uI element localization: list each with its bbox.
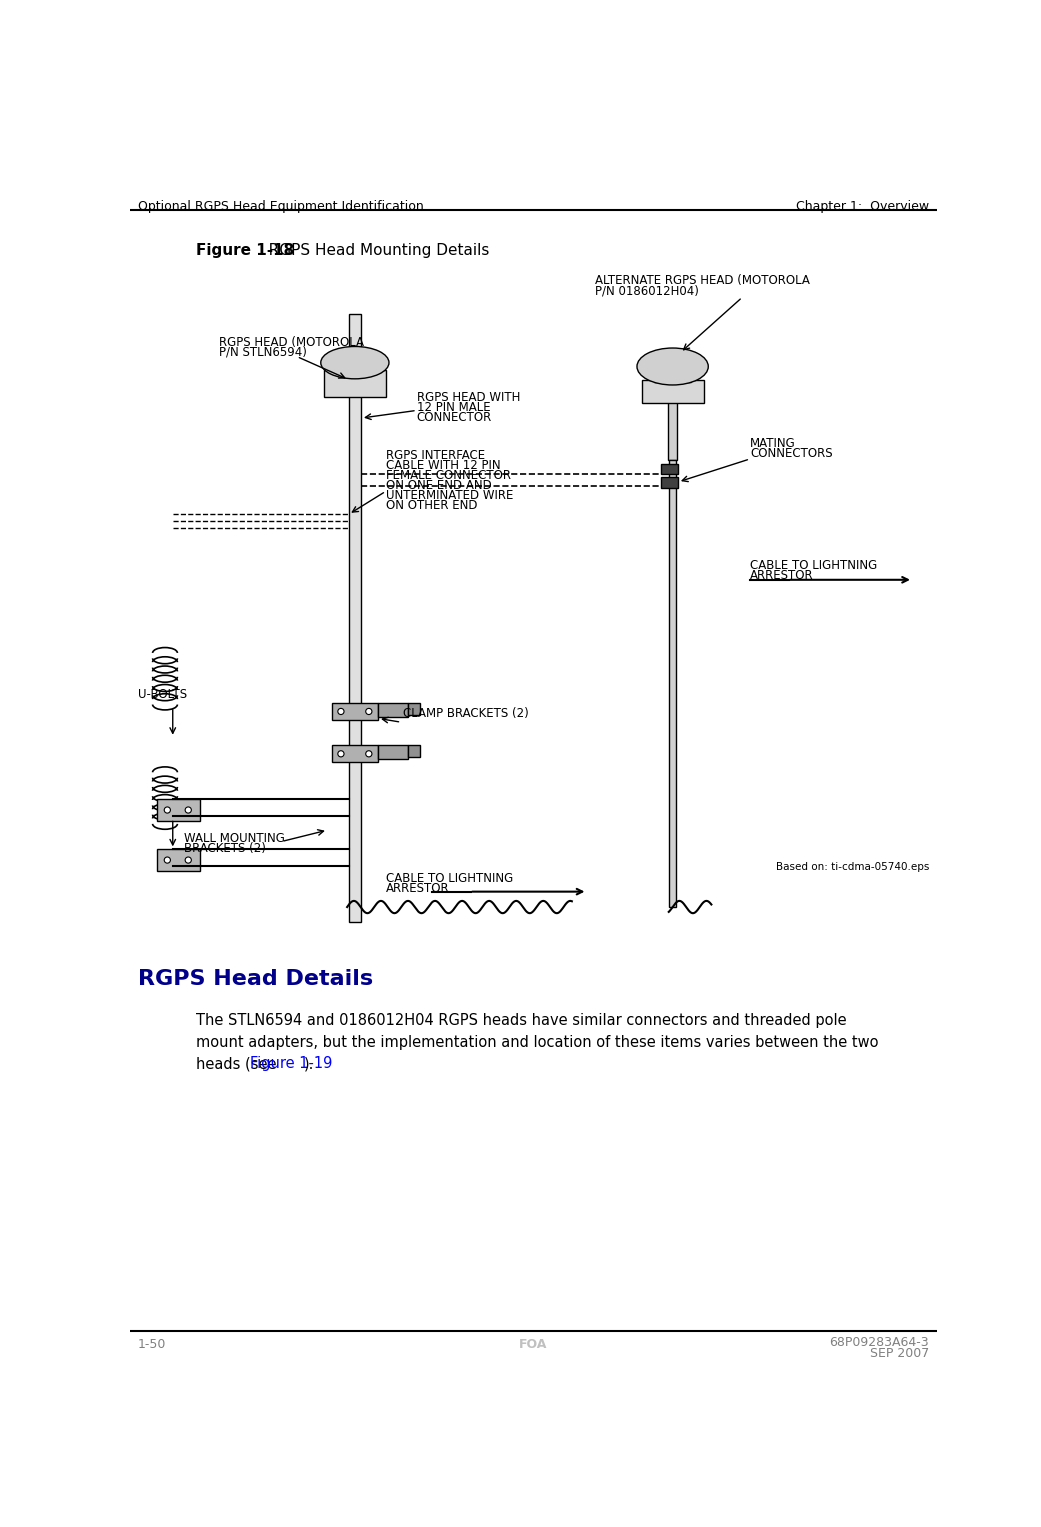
Text: UNTERMINATED WIRE: UNTERMINATED WIRE	[386, 489, 513, 502]
Bar	[349, 315, 361, 922]
Text: P/N STLN6594): P/N STLN6594)	[220, 345, 307, 359]
Text: mount adapters, but the implementation and location of these items varies betwee: mount adapters, but the implementation a…	[196, 1035, 879, 1051]
Text: RGPS Head Details: RGPS Head Details	[137, 968, 373, 988]
Text: ON OTHER END: ON OTHER END	[386, 499, 478, 512]
Bar	[157, 849, 200, 870]
Text: 1-50: 1-50	[137, 1338, 167, 1351]
Text: heads (see: heads (see	[196, 1057, 281, 1072]
Text: CABLE TO LIGHTNING: CABLE TO LIGHTNING	[751, 559, 878, 573]
Text: SEP 2007: SEP 2007	[870, 1347, 930, 1361]
Bar	[408, 702, 420, 715]
Text: CABLE WITH 12 PIN: CABLE WITH 12 PIN	[386, 460, 501, 472]
Text: ).: ).	[303, 1057, 313, 1072]
Text: Based on: ti-cdma-05740.eps: Based on: ti-cdma-05740.eps	[776, 863, 930, 872]
Text: WALL MOUNTING: WALL MOUNTING	[184, 832, 285, 846]
Text: 68P09283A64-3: 68P09283A64-3	[830, 1336, 930, 1348]
Bar	[157, 799, 200, 822]
Text: 12 PIN MALE: 12 PIN MALE	[416, 402, 490, 414]
Bar	[324, 371, 386, 397]
Text: RGPS INTERFACE: RGPS INTERFACE	[386, 449, 485, 461]
Circle shape	[338, 709, 344, 715]
Text: U-BOLTS: U-BOLTS	[137, 687, 187, 701]
Bar	[408, 745, 420, 757]
Text: ARRESTOR: ARRESTOR	[751, 570, 814, 582]
Text: FOA: FOA	[518, 1338, 548, 1351]
Bar	[338, 351, 372, 374]
Bar	[641, 380, 704, 403]
Text: The STLN6594 and 0186012H04 RGPS heads have similar connectors and threaded pole: The STLN6594 and 0186012H04 RGPS heads h…	[196, 1014, 846, 1028]
Bar	[661, 478, 678, 489]
Text: ARRESTOR: ARRESTOR	[386, 883, 450, 895]
Circle shape	[185, 857, 192, 863]
Circle shape	[164, 857, 171, 863]
Bar	[661, 464, 678, 475]
Circle shape	[365, 709, 372, 715]
Bar	[654, 360, 691, 382]
Text: CABLE TO LIGHTNING: CABLE TO LIGHTNING	[386, 872, 513, 886]
Text: FEMALE CONNECTOR: FEMALE CONNECTOR	[386, 469, 511, 483]
Text: MATING: MATING	[751, 437, 796, 450]
Bar	[668, 461, 677, 907]
Text: Figure 1-19: Figure 1-19	[250, 1057, 332, 1072]
Text: ON ONE END AND: ON ONE END AND	[386, 479, 491, 492]
Text: BRACKETS (2): BRACKETS (2)	[184, 843, 266, 855]
Circle shape	[185, 806, 192, 812]
Circle shape	[164, 806, 171, 812]
Text: RGPS HEAD WITH: RGPS HEAD WITH	[416, 391, 520, 405]
Bar	[378, 745, 408, 759]
Text: Chapter 1:  Overview: Chapter 1: Overview	[796, 200, 930, 214]
Text: P/N 0186012H04): P/N 0186012H04)	[595, 284, 699, 298]
Ellipse shape	[637, 348, 708, 385]
Text: CONNECTORS: CONNECTORS	[751, 447, 833, 460]
Circle shape	[338, 751, 344, 757]
Ellipse shape	[321, 347, 389, 379]
Text: CLAMP BRACKETS (2): CLAMP BRACKETS (2)	[403, 707, 529, 719]
Bar	[378, 702, 408, 716]
Bar	[668, 399, 678, 461]
Text: CONNECTOR: CONNECTOR	[416, 411, 492, 425]
Text: Figure 1-18: Figure 1-18	[196, 243, 295, 258]
Text: Optional RGPS Head Equipment Identification: Optional RGPS Head Equipment Identificat…	[137, 200, 424, 214]
Text: RGPS Head Mounting Details: RGPS Head Mounting Details	[254, 243, 489, 258]
Bar	[332, 745, 378, 762]
Circle shape	[365, 751, 372, 757]
Bar	[332, 702, 378, 719]
Text: RGPS HEAD (MOTOROLA: RGPS HEAD (MOTOROLA	[220, 336, 364, 348]
Text: ALTERNATE RGPS HEAD (MOTOROLA: ALTERNATE RGPS HEAD (MOTOROLA	[595, 275, 810, 287]
